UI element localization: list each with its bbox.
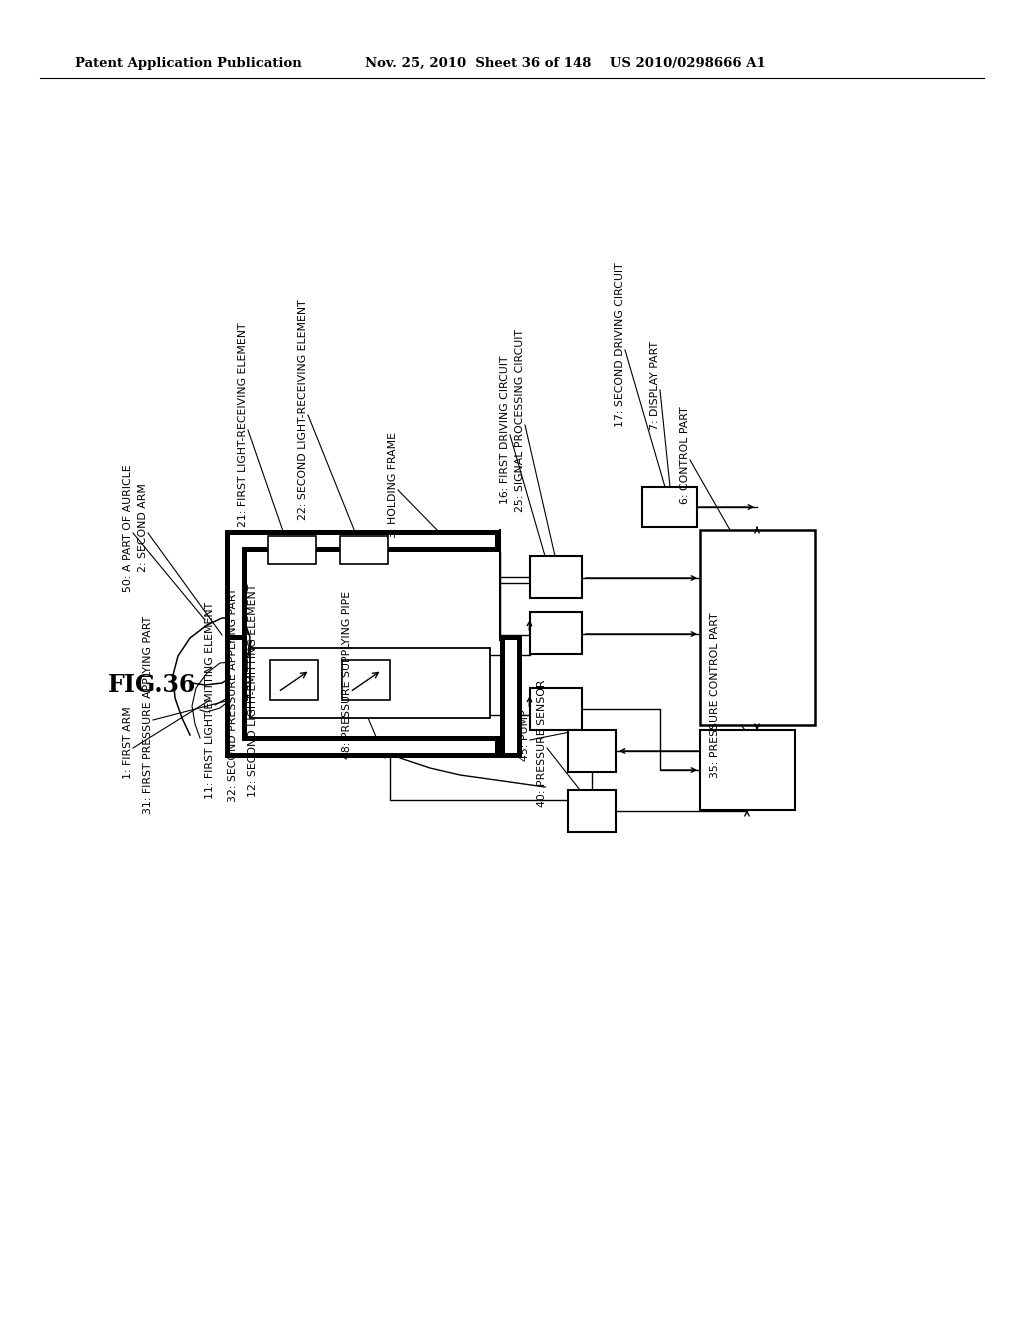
Text: 16: FIRST DRIVING CIRCUIT: 16: FIRST DRIVING CIRCUIT	[500, 356, 510, 504]
Bar	[568, 789, 616, 832]
Text: 21: FIRST LIGHT-RECEIVING ELEMENT: 21: FIRST LIGHT-RECEIVING ELEMENT	[238, 323, 248, 527]
Bar	[530, 556, 582, 598]
Text: 31: FIRST PRESSURE APPLYING PART: 31: FIRST PRESSURE APPLYING PART	[143, 616, 153, 814]
Bar	[225, 737, 500, 758]
Text: 2: SECOND ARM: 2: SECOND ARM	[138, 483, 148, 573]
Text: 50: A PART OF AURICLE: 50: A PART OF AURICLE	[123, 465, 133, 591]
Bar	[268, 536, 316, 564]
Text: Patent Application Publication: Patent Application Publication	[75, 57, 302, 70]
Text: 6: CONTROL PART: 6: CONTROL PART	[680, 407, 690, 504]
Bar	[700, 531, 815, 725]
Text: 45: PUMP: 45: PUMP	[520, 709, 530, 760]
Text: Nov. 25, 2010  Sheet 36 of 148    US 2010/0298666 A1: Nov. 25, 2010 Sheet 36 of 148 US 2010/02…	[365, 57, 766, 70]
Bar	[225, 531, 500, 552]
Text: 32: SECOND PRESSURE APPLYING PART: 32: SECOND PRESSURE APPLYING PART	[228, 587, 238, 803]
Bar	[230, 741, 495, 752]
Bar	[500, 635, 522, 758]
Text: 48: PRESSURE SUPPLYING PIPE: 48: PRESSURE SUPPLYING PIPE	[342, 591, 352, 759]
Bar	[340, 536, 388, 564]
Bar	[642, 487, 697, 527]
Bar	[270, 660, 318, 700]
Text: 22: SECOND LIGHT-RECEIVING ELEMENT: 22: SECOND LIGHT-RECEIVING ELEMENT	[298, 300, 308, 520]
Bar	[225, 531, 247, 640]
Text: 11: FIRST LIGHT-EMITTING ELEMENT: 11: FIRST LIGHT-EMITTING ELEMENT	[205, 602, 215, 799]
Bar	[568, 730, 616, 772]
Text: 7: DISPLAY PART: 7: DISPLAY PART	[650, 341, 660, 429]
Bar	[530, 612, 582, 653]
Bar	[342, 660, 390, 700]
Text: FIG.36: FIG.36	[108, 673, 197, 697]
Text: 25: SIGNAL PROCESSING CIRCUIT: 25: SIGNAL PROCESSING CIRCUIT	[515, 329, 525, 511]
Bar	[530, 688, 582, 730]
Bar	[230, 640, 242, 752]
Text: 12: SECOND LIGHT-EMITTING ELEMENT: 12: SECOND LIGHT-EMITTING ELEMENT	[248, 583, 258, 797]
Text: 40: PRESSURE SENSOR: 40: PRESSURE SENSOR	[537, 680, 547, 807]
Text: 3: HOLDING FRAME: 3: HOLDING FRAME	[388, 432, 398, 539]
Bar	[700, 730, 795, 810]
Bar	[225, 635, 247, 758]
Bar	[230, 535, 495, 546]
Text: 35: PRESSURE CONTROL PART: 35: PRESSURE CONTROL PART	[710, 612, 720, 777]
Text: 17: SECOND DRIVING CIRCUIT: 17: SECOND DRIVING CIRCUIT	[615, 263, 625, 428]
Text: 1: FIRST ARM: 1: FIRST ARM	[123, 706, 133, 779]
Bar	[250, 648, 490, 718]
Bar	[230, 535, 242, 635]
Bar	[505, 640, 517, 752]
